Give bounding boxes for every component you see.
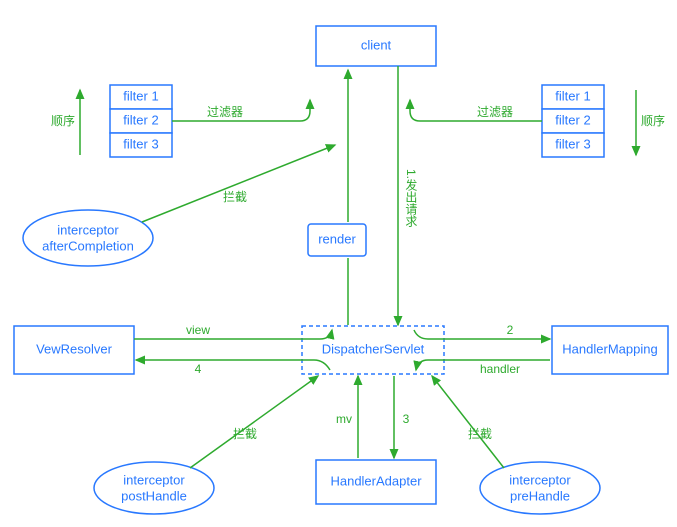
left-filter-stack: filter 1 filter 2 filter 3 <box>110 85 172 157</box>
viewresolver-label: VewResolver <box>36 341 113 356</box>
four-label: 4 <box>195 362 202 376</box>
left-order-label: 顺序 <box>51 113 75 128</box>
client-label: client <box>361 37 392 52</box>
filter1-right: filter 1 <box>555 88 590 103</box>
flow-diagram: client filter 1 filter 2 filter 3 顺序 fil… <box>0 0 677 527</box>
mv-label: mv <box>336 412 352 426</box>
left-filter-label: 过滤器 <box>207 105 243 119</box>
int-after-label: 拦截 <box>223 190 247 204</box>
req-label: 1.发出请求 <box>404 169 418 227</box>
filter2-right: filter 2 <box>555 112 590 127</box>
handleradapter-label: HandlerAdapter <box>330 473 422 488</box>
right-filter-stack: filter 1 filter 2 filter 3 <box>542 85 604 157</box>
three-label: 3 <box>403 412 410 426</box>
render-label: render <box>318 231 356 246</box>
int-pre-arrow <box>432 376 504 468</box>
four-arrow <box>136 360 330 370</box>
int-after-l2: afterCompletion <box>42 238 134 253</box>
int-pre-label: 拦截 <box>468 427 492 441</box>
handlermapping-label: HandlerMapping <box>562 341 657 356</box>
filter3-left: filter 3 <box>123 136 158 151</box>
filter2-left: filter 2 <box>123 112 158 127</box>
handler-label: handler <box>480 362 520 376</box>
int-pre-l1: interceptor <box>509 472 571 487</box>
int-post-l2: postHandle <box>121 488 187 503</box>
int-post-label: 拦截 <box>233 427 257 441</box>
int-post-l1: interceptor <box>123 472 185 487</box>
right-filter-label: 过滤器 <box>477 105 513 119</box>
int-pre-l2: preHandle <box>510 488 570 503</box>
int-post-arrow <box>190 376 318 468</box>
filter1-left: filter 1 <box>123 88 158 103</box>
right-order-label: 顺序 <box>641 113 665 128</box>
int-after-l1: interceptor <box>57 222 119 237</box>
view-label: view <box>186 323 210 337</box>
filter3-right: filter 3 <box>555 136 590 151</box>
two-label: 2 <box>507 323 514 337</box>
dispatcher-label: DispatcherServlet <box>322 341 425 356</box>
